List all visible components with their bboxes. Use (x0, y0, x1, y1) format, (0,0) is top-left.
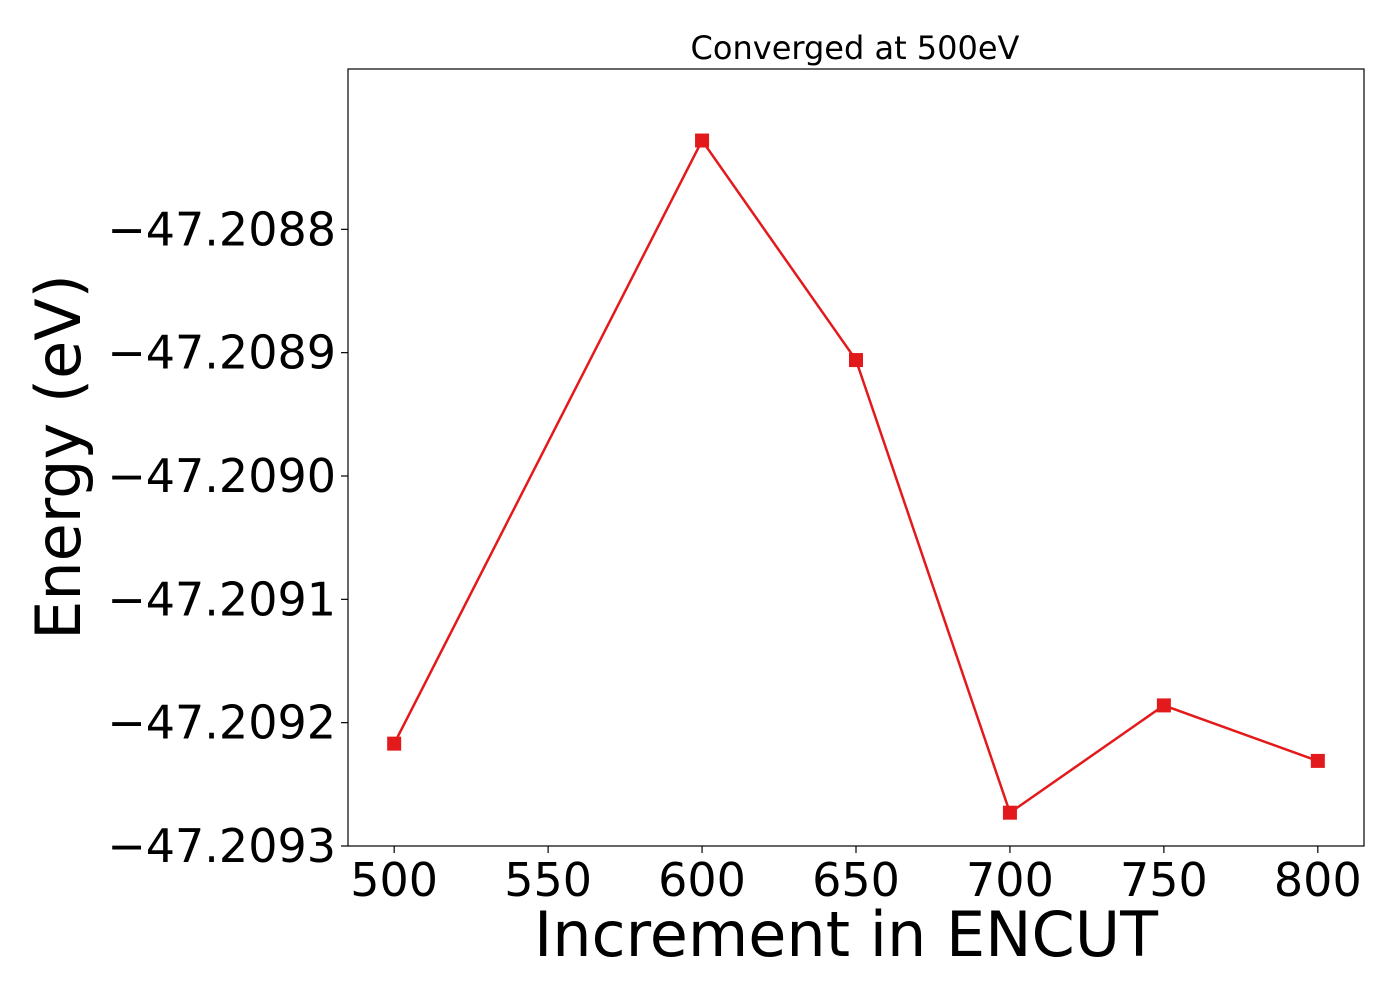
text-layer: Converged at 500eV Increment in ENCUT En… (22, 29, 1159, 971)
data-point-marker (695, 133, 710, 148)
x-tick-label: 750 (1120, 853, 1208, 907)
series-line (393, 138, 1319, 815)
plot-frame (347, 68, 1365, 847)
y-tick-label: −47.2089 (107, 326, 336, 380)
x-tick-label: 800 (1274, 853, 1362, 907)
data-point-marker (1156, 698, 1171, 713)
axes-layer: 500 550 600 650 700 750 800 −47.2088 −47.2089 −47… (107, 68, 1365, 907)
data-point-marker (1002, 805, 1017, 820)
chart-title: Converged at 500eV (691, 29, 1020, 67)
series-layer (387, 133, 1325, 820)
y-tick-label: −47.2091 (107, 572, 336, 626)
x-tick-label: 700 (966, 853, 1054, 907)
x-tick-label: 500 (350, 853, 438, 907)
y-tick-label: −47.2092 (107, 696, 336, 750)
y-tick-label: −47.2093 (107, 819, 336, 873)
x-tick-label: 600 (658, 853, 746, 907)
x-tick-label: 550 (504, 853, 592, 907)
data-point-marker (387, 736, 402, 751)
y-tick-label: −47.2090 (107, 449, 336, 503)
data-point-marker (849, 353, 863, 368)
y-tick-label: −47.2088 (107, 202, 336, 256)
y-axis-label: Energy (eV) (22, 274, 95, 640)
x-axis-label: Increment in ENCUT (534, 898, 1159, 971)
x-tick-label: 650 (812, 853, 900, 907)
data-point-marker (1310, 753, 1325, 768)
